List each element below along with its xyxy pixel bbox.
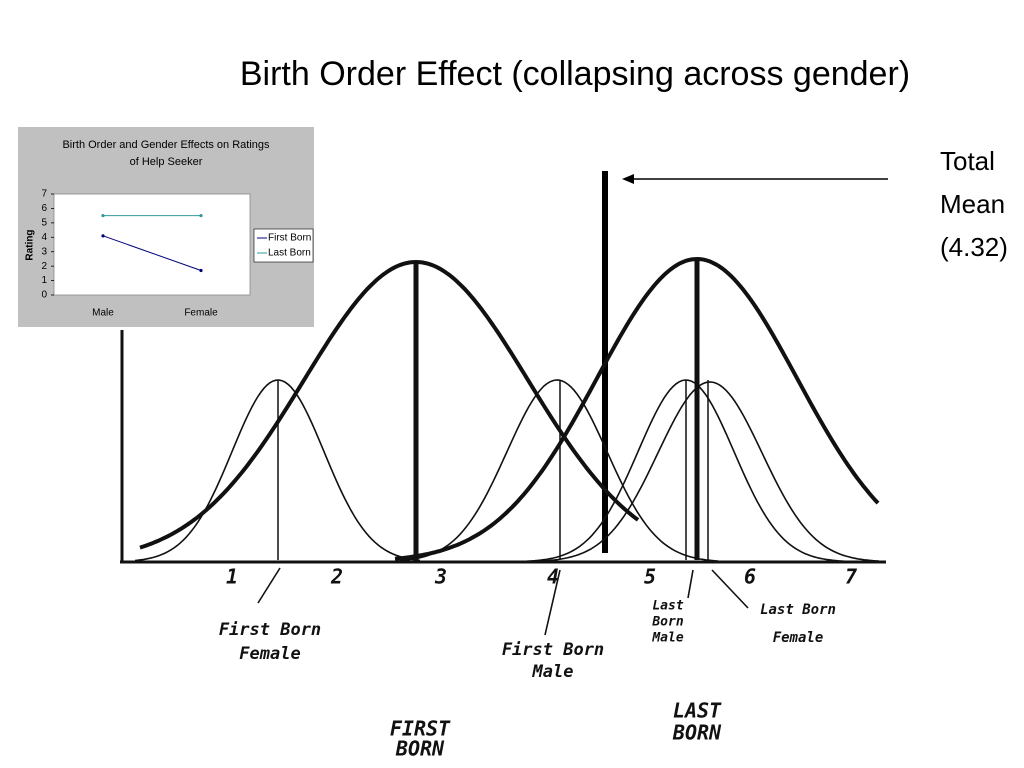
hand-label: BORN — [395, 737, 445, 761]
hand-label: Last — [652, 599, 683, 614]
sketch-x-label: 7 — [845, 565, 857, 589]
y-axis-label: Rating — [25, 229, 36, 260]
sketch-x-label: 5 — [644, 565, 656, 589]
x-tick-label: Female — [184, 308, 218, 319]
hand-label: Female — [239, 644, 300, 664]
sketch-x-label: 3 — [434, 565, 447, 589]
legend-label: First Born — [268, 233, 311, 244]
arrow-head — [622, 174, 634, 184]
legend-label: Last Born — [268, 248, 311, 259]
slide-title: Birth Order Effect (collapsing across ge… — [240, 55, 910, 93]
x-tick-label: Male — [92, 308, 114, 319]
hand-label: LAST — [673, 699, 722, 723]
distribution-curve — [394, 256, 880, 561]
hand-label: Born — [651, 615, 683, 630]
legend-box — [253, 228, 314, 263]
data-point — [101, 214, 105, 218]
y-tick-label: 0 — [41, 290, 47, 301]
total-mean-label: Total — [940, 146, 995, 176]
y-tick-label: 5 — [41, 217, 47, 228]
hand-label: Male — [651, 631, 683, 646]
pointer — [687, 569, 694, 599]
sketch-x-label: 4 — [547, 565, 559, 589]
pointer — [257, 567, 281, 604]
hand-label: BORN — [672, 721, 722, 745]
y-tick-label: 4 — [41, 232, 47, 243]
data-point — [199, 214, 203, 218]
y-tick-label: 3 — [41, 246, 47, 257]
hand-label: First Born — [219, 620, 321, 640]
hand-label: Female — [773, 630, 824, 646]
total-mean-label: (4.32) — [940, 232, 1008, 262]
y-tick-label: 2 — [41, 261, 47, 272]
hand-label: First Born — [502, 640, 604, 660]
hand-label: Last Born — [760, 602, 836, 618]
y-tick-label: 7 — [41, 189, 47, 200]
distribution-curve — [399, 379, 719, 562]
y-tick-label: 6 — [41, 203, 47, 214]
sketch-x-label: 6 — [744, 565, 756, 589]
series-line — [102, 235, 202, 271]
plot-area — [53, 193, 251, 296]
hand-label: FIRST — [390, 717, 451, 741]
distribution-curve — [519, 379, 859, 563]
distribution-curve — [539, 381, 880, 562]
pointer — [544, 569, 561, 636]
data-point — [199, 268, 203, 273]
hand-label: Male — [532, 662, 574, 682]
sketch-x-label: 2 — [330, 565, 343, 589]
y-tick-label: 1 — [41, 275, 47, 286]
chart-title: Birth Order and Gender Effects on Rating… — [62, 139, 270, 168]
distribution-curve — [139, 259, 640, 550]
total-mean-label: Mean — [940, 189, 1005, 219]
inset-chart: Birth Order and Gender Effects on Rating… — [18, 127, 314, 327]
pointer — [711, 569, 749, 609]
sketch-x-label: 1 — [226, 565, 238, 589]
data-point — [101, 234, 105, 238]
